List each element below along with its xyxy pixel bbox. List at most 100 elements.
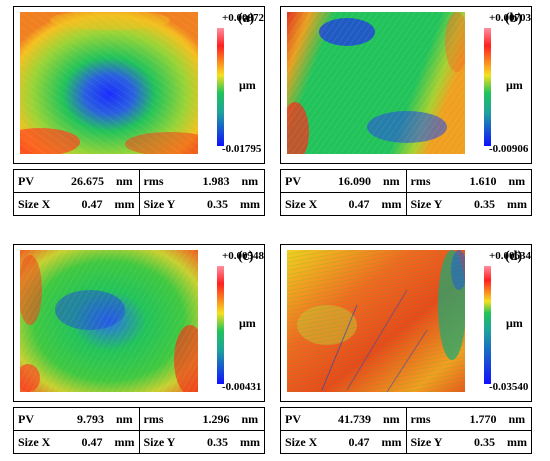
size-x-cell: Size X 0.47 mm: [13, 192, 140, 216]
pv-label: PV: [285, 411, 301, 426]
pv-label: PV: [18, 411, 34, 426]
size-x-label: Size X: [285, 196, 318, 211]
panel-label: (b): [505, 11, 523, 26]
size-x-value: 0.47: [81, 434, 103, 449]
panel-b: +0.00703 μm -0.00906 (b) PV 16.090 nm rm…: [275, 2, 535, 217]
rms-value: 1.610: [469, 173, 497, 188]
size-x-cell: Size X 0.47 mm: [280, 192, 407, 216]
size-x-label: Size X: [18, 434, 51, 449]
size-y-value: 0.35: [474, 434, 495, 449]
size-y-unit: mm: [507, 434, 527, 449]
rms-label: rms: [410, 173, 431, 188]
rms-unit: nm: [508, 173, 526, 188]
pv-cell: PV 16.090 nm: [280, 169, 407, 193]
size-x-value: 0.47: [348, 196, 370, 211]
rms-cell: rms 1.983 nm: [138, 169, 265, 193]
pv-unit: nm: [116, 173, 133, 188]
size-y-label: Size Y: [143, 196, 176, 211]
size-x-unit: mm: [381, 196, 402, 211]
colorbar: [484, 266, 491, 384]
rms-cell: rms 1.296 nm: [138, 407, 265, 431]
stats-table: PV 9.793 nm rms 1.296 nm Size X 0.47 mm …: [13, 407, 265, 454]
size-y-cell: Size Y 0.35 mm: [138, 192, 265, 216]
colorbar: [217, 28, 224, 146]
pv-unit: nm: [383, 173, 400, 188]
panel-label: (d): [505, 249, 523, 264]
surface-map-frame: +0.00548 μm -0.00431 (c): [13, 244, 265, 402]
size-x-cell: Size X 0.47 mm: [13, 430, 140, 454]
size-x-unit: mm: [114, 434, 135, 449]
rms-value: 1.296: [202, 411, 230, 426]
colorbar: [217, 266, 224, 384]
size-y-label: Size Y: [410, 434, 443, 449]
colorbar-max-label: +0.00703: [489, 12, 532, 24]
size-y-unit: mm: [240, 434, 260, 449]
pv-value: 9.793: [77, 411, 104, 426]
surface-map-frame: +0.00703 μm -0.00906 (b): [280, 6, 532, 164]
size-x-value: 0.47: [348, 434, 370, 449]
rms-label: rms: [143, 411, 164, 426]
size-y-value: 0.35: [474, 196, 495, 211]
rms-unit: nm: [508, 411, 526, 426]
size-y-value: 0.35: [207, 434, 228, 449]
surface-height-map: [20, 12, 198, 154]
surface-height-map: [20, 250, 198, 392]
size-x-value: 0.47: [81, 196, 103, 211]
size-y-unit: mm: [240, 196, 260, 211]
pv-unit: nm: [383, 411, 400, 426]
pv-value: 41.739: [338, 411, 371, 426]
rms-label: rms: [143, 173, 164, 188]
panel-d: +0.00634 μm -0.03540 (d) PV 41.739 nm rm…: [275, 240, 535, 455]
size-y-label: Size Y: [143, 434, 176, 449]
colorbar-max-label: +0.00548: [222, 250, 265, 262]
size-y-label: Size Y: [410, 196, 443, 211]
pv-cell: PV 26.675 nm: [13, 169, 140, 193]
size-x-label: Size X: [18, 196, 51, 211]
stats-table: PV 16.090 nm rms 1.610 nm Size X 0.47 mm…: [280, 169, 532, 216]
surface-height-map: [287, 12, 465, 154]
stats-table: PV 41.739 nm rms 1.770 nm Size X 0.47 mm…: [280, 407, 532, 454]
pv-value: 16.090: [338, 173, 371, 188]
colorbar-max-label: +0.00634: [489, 250, 532, 262]
rms-value: 1.983: [202, 173, 230, 188]
colorbar-max-label: +0.00872: [222, 12, 265, 24]
surface-map-frame: +0.00634 μm -0.03540 (d): [280, 244, 532, 402]
panel-label: (c): [238, 249, 254, 264]
colorbar-unit-label: μm: [239, 316, 256, 330]
colorbar-unit-label: μm: [506, 316, 523, 330]
size-x-cell: Size X 0.47 mm: [280, 430, 407, 454]
size-x-label: Size X: [285, 434, 318, 449]
surface-height-map: [287, 250, 465, 392]
panel-c: +0.00548 μm -0.00431 (c) PV 9.793 nm rms…: [8, 240, 268, 455]
stats-table: PV 26.675 nm rms 1.983 nm Size X 0.47 mm…: [13, 169, 265, 216]
colorbar-min-label: -0.03540: [489, 381, 529, 393]
pv-unit: nm: [116, 411, 133, 426]
size-y-cell: Size Y 0.35 mm: [138, 430, 265, 454]
rms-cell: rms 1.770 nm: [405, 407, 532, 431]
size-y-unit: mm: [507, 196, 527, 211]
pv-label: PV: [18, 173, 34, 188]
colorbar: [484, 28, 491, 146]
size-y-cell: Size Y 0.35 mm: [405, 192, 532, 216]
colorbar-unit-label: μm: [239, 78, 256, 92]
pv-label: PV: [285, 173, 301, 188]
pv-cell: PV 41.739 nm: [280, 407, 407, 431]
size-y-value: 0.35: [207, 196, 228, 211]
pv-cell: PV 9.793 nm: [13, 407, 140, 431]
colorbar-min-label: -0.01795: [222, 143, 262, 155]
rms-value: 1.770: [469, 411, 497, 426]
size-y-cell: Size Y 0.35 mm: [405, 430, 532, 454]
size-x-unit: mm: [381, 434, 402, 449]
colorbar-min-label: -0.00906: [489, 143, 529, 155]
colorbar-unit-label: μm: [506, 78, 523, 92]
colorbar-min-label: -0.00431: [222, 381, 262, 393]
panel-a: +0.00872 μm -0.01795 (a) PV 26.675 nm rm…: [8, 2, 268, 217]
panel-label: (a): [238, 11, 255, 26]
pv-value: 26.675: [71, 173, 104, 188]
rms-unit: nm: [241, 173, 259, 188]
surface-map-frame: +0.00872 μm -0.01795 (a): [13, 6, 265, 164]
rms-cell: rms 1.610 nm: [405, 169, 532, 193]
rms-label: rms: [410, 411, 431, 426]
size-x-unit: mm: [114, 196, 135, 211]
rms-unit: nm: [241, 411, 259, 426]
